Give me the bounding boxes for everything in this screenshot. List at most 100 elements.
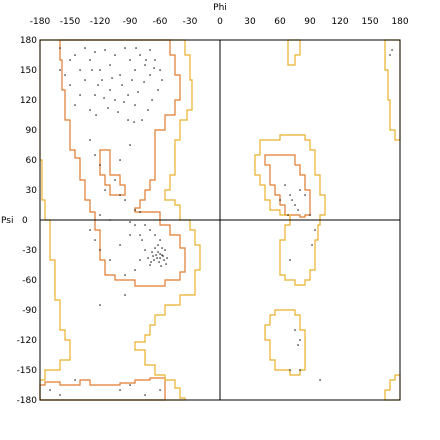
y-tick-label: 0 [22, 216, 28, 226]
data-point [129, 221, 131, 223]
x-tick-label: 60 [274, 17, 286, 27]
data-point [119, 74, 121, 76]
data-point [117, 111, 119, 113]
data-point [129, 384, 131, 386]
data-point [159, 253, 161, 255]
data-point [109, 64, 111, 66]
core-region-outline [59, 39, 186, 287]
data-point [160, 265, 162, 267]
data-point [159, 257, 161, 259]
data-point [135, 47, 137, 49]
y-tick-label: 30 [26, 186, 38, 196]
data-point [109, 89, 111, 91]
data-point [99, 69, 101, 71]
data-point [149, 74, 151, 76]
data-point [99, 214, 101, 216]
axes-layer [40, 40, 400, 400]
data-point [59, 394, 61, 396]
data-point [144, 224, 146, 226]
data-point [131, 79, 133, 81]
data-point [144, 64, 146, 66]
y-tick-label: -30 [22, 246, 37, 256]
data-point [129, 144, 131, 146]
plot-frame [39, 39, 401, 401]
data-point [153, 259, 155, 261]
core-region-outline [99, 149, 126, 196]
data-point [97, 84, 99, 86]
data-point [289, 194, 291, 196]
data-point [143, 81, 145, 83]
data-point [101, 79, 103, 81]
y-tick-label: 90 [26, 126, 38, 136]
data-point [291, 199, 293, 201]
data-point [89, 139, 91, 141]
data-point [314, 229, 316, 231]
data-point [389, 54, 391, 56]
data-point [94, 154, 96, 156]
data-point [124, 199, 126, 201]
data-point [154, 59, 156, 61]
data-point [279, 199, 281, 201]
data-point [89, 229, 91, 231]
data-point [299, 339, 301, 341]
data-point [134, 269, 136, 271]
data-point [103, 97, 105, 99]
data-point [69, 59, 71, 61]
tick-labels: -180 -150 -120 -90 -60 -30 0 30 60 90 120 150 180 180… [17, 17, 409, 406]
data-point [157, 89, 159, 91]
data-point [127, 94, 129, 96]
data-point [151, 251, 153, 253]
data-point [141, 239, 143, 241]
data-point [114, 179, 116, 181]
data-point [153, 67, 155, 69]
data-point [104, 49, 106, 51]
data-point [166, 257, 168, 259]
data-point [161, 247, 163, 249]
data-point [144, 394, 146, 396]
data-point [129, 234, 131, 236]
data-point [123, 101, 125, 103]
data-point [287, 214, 289, 216]
data-point [161, 254, 163, 256]
data-point [89, 109, 91, 111]
data-point [154, 234, 156, 236]
data-point [297, 209, 299, 211]
data-point [99, 304, 101, 306]
data-point [94, 94, 96, 96]
x-tick-label: -30 [183, 17, 198, 27]
data-point [129, 59, 131, 61]
data-point [64, 74, 66, 76]
data-point [109, 219, 111, 221]
data-point [159, 389, 161, 391]
data-point [91, 69, 93, 71]
data-point [163, 259, 165, 261]
y-tick-label: -120 [17, 336, 38, 346]
data-point [127, 119, 129, 121]
data-point [297, 344, 299, 346]
x-tick-label: 90 [304, 17, 316, 27]
data-point [124, 274, 126, 276]
data-point [74, 54, 76, 56]
data-point [121, 84, 123, 86]
x-tick-label: -120 [90, 17, 111, 27]
data-point [79, 94, 81, 96]
data-point [144, 249, 146, 251]
data-point [147, 109, 149, 111]
data-point [119, 159, 121, 161]
y-tick-label: -150 [17, 366, 38, 376]
x-tick-label: -90 [123, 17, 138, 27]
data-point [119, 194, 121, 196]
y-tick-label: 180 [20, 36, 37, 46]
data-point [134, 69, 136, 71]
data-point [94, 51, 96, 53]
data-point [165, 263, 167, 265]
x-tick-label: -180 [30, 17, 51, 27]
allowed-region-outline [254, 134, 326, 286]
data-point [139, 54, 141, 56]
data-point [299, 189, 301, 191]
data-point [84, 79, 86, 81]
data-point [59, 69, 61, 71]
data-point [294, 329, 296, 331]
data-point [124, 294, 126, 296]
